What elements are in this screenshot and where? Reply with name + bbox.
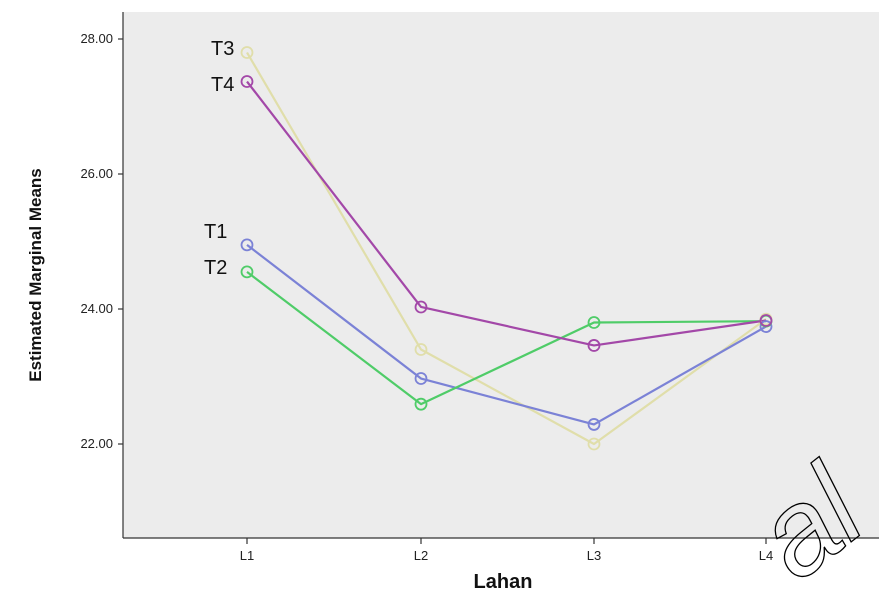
data-point-t4 [587, 339, 601, 352]
data-point-t2 [414, 397, 428, 411]
data-point-t2 [240, 265, 254, 279]
x-tick-label: L4 [759, 548, 773, 563]
y-tick-label: 22.00 [80, 436, 113, 451]
series-lines [246, 51, 767, 446]
axis-ticks: 22.00 24.00 26.00 28.00 L1 L2 L3 L4 [80, 31, 773, 563]
series-line-t3 [246, 51, 767, 446]
data-point-t3 [587, 437, 601, 451]
y-tick-label: 24.00 [80, 301, 113, 316]
x-axis-title: Lahan [474, 571, 533, 592]
x-tick-label: L1 [240, 548, 254, 563]
data-point-t1 [587, 418, 601, 431]
series-line-t1 [246, 244, 767, 426]
data-point-t1 [414, 372, 428, 385]
data-point-t3 [414, 343, 428, 356]
series-line-t2 [246, 270, 767, 406]
data-point-t4 [759, 314, 773, 327]
data-point-t2 [587, 316, 601, 329]
data-point-t4 [414, 300, 428, 314]
series-line-t4 [246, 80, 767, 347]
y-tick-label: 26.00 [80, 166, 113, 181]
data-point-t1 [240, 238, 254, 252]
y-tick-label: 28.00 [80, 31, 113, 46]
x-tick-label: L3 [587, 548, 601, 563]
series-labels: T1 T2 T3 T4 [204, 38, 234, 279]
series-label-t4: T4 [211, 74, 234, 96]
series-label-t3: T3 [211, 38, 234, 60]
x-tick-label: L2 [414, 548, 428, 563]
data-point-t4 [240, 75, 254, 88]
data-point-t3 [240, 46, 254, 59]
y-axis-title: Estimated Marginal Means [26, 168, 45, 382]
series-label-t1: T1 [204, 221, 227, 243]
series-label-t2: T2 [204, 257, 227, 279]
data-point-t1 [759, 320, 773, 333]
series-points [240, 46, 773, 451]
plot-area [123, 12, 879, 538]
